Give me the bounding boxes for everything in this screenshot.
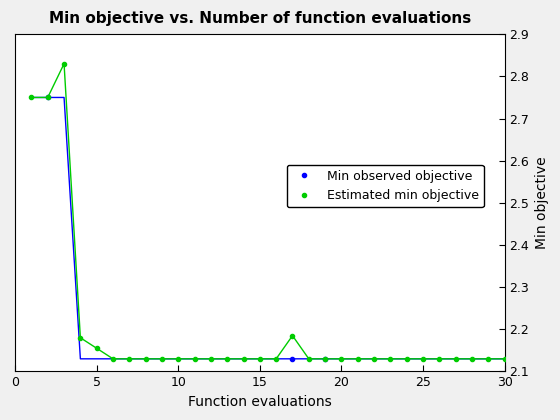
Estimated min objective	[436, 356, 443, 361]
Legend: Min observed objective, Estimated min objective: Min observed objective, Estimated min ob…	[287, 165, 484, 207]
Estimated min objective	[28, 95, 35, 100]
Line: Min observed objective: Min observed objective	[44, 93, 329, 363]
Estimated min objective	[305, 356, 312, 361]
Estimated min objective	[501, 356, 508, 361]
Estimated min objective	[256, 356, 263, 361]
Estimated min objective	[469, 356, 475, 361]
Line: Estimated min objective: Estimated min objective	[27, 60, 509, 363]
Estimated min objective	[208, 356, 214, 361]
Estimated min objective	[387, 356, 394, 361]
Estimated min objective	[403, 356, 410, 361]
Estimated min objective	[273, 356, 279, 361]
Min observed objective	[322, 356, 329, 361]
Estimated min objective	[60, 61, 67, 66]
Estimated min objective	[191, 356, 198, 361]
Min observed objective	[289, 356, 296, 361]
Estimated min objective	[77, 335, 84, 340]
Estimated min objective	[240, 356, 247, 361]
Estimated min objective	[289, 333, 296, 338]
Estimated min objective	[175, 356, 181, 361]
Estimated min objective	[44, 95, 51, 100]
Title: Min objective vs. Number of function evaluations: Min objective vs. Number of function eva…	[49, 11, 471, 26]
Estimated min objective	[371, 356, 377, 361]
Estimated min objective	[322, 356, 329, 361]
Estimated min objective	[485, 356, 492, 361]
Estimated min objective	[354, 356, 361, 361]
Estimated min objective	[142, 356, 149, 361]
Estimated min objective	[110, 356, 116, 361]
Estimated min objective	[338, 356, 345, 361]
Estimated min objective	[94, 346, 100, 351]
Estimated min objective	[126, 356, 133, 361]
Estimated min objective	[158, 356, 165, 361]
Estimated min objective	[224, 356, 231, 361]
Estimated min objective	[452, 356, 459, 361]
Y-axis label: Min objective: Min objective	[535, 157, 549, 249]
Min observed objective	[44, 95, 51, 100]
Estimated min objective	[419, 356, 426, 361]
X-axis label: Function evaluations: Function evaluations	[188, 395, 332, 409]
